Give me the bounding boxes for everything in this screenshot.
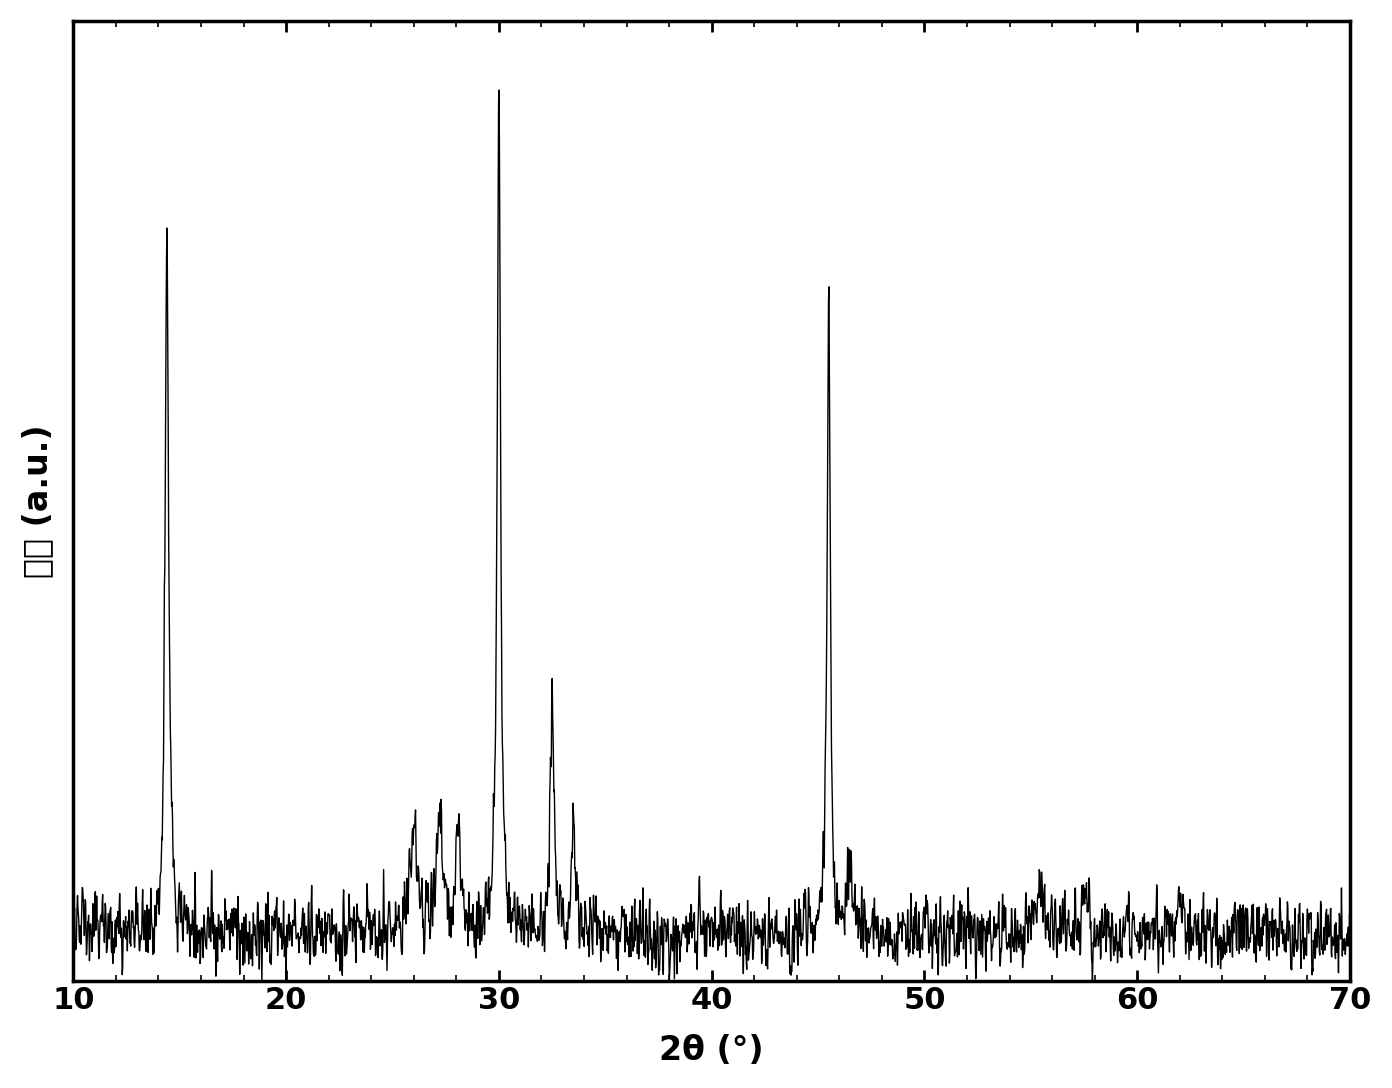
X-axis label: 2θ (°): 2θ (°) xyxy=(660,1035,764,1067)
Y-axis label: 强度 (a.u.): 强度 (a.u.) xyxy=(21,424,54,578)
